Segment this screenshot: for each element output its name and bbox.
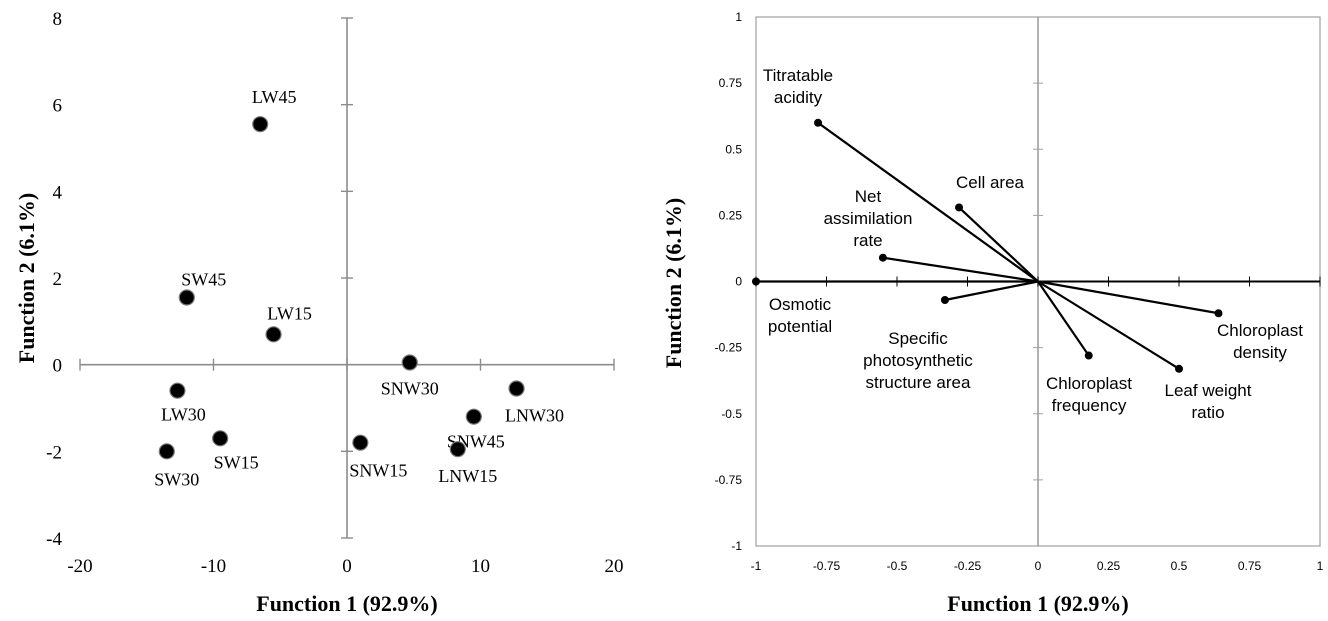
vector-label-leaf-weight: Leaf weight ratio <box>1165 381 1252 422</box>
y-tick-label: 8 <box>53 9 63 30</box>
x-tick-label: 0.25 <box>1097 559 1121 573</box>
y-tick-label: -1 <box>731 539 742 553</box>
y-tick-label: 1 <box>735 10 742 24</box>
data-point-lw30 <box>169 382 186 399</box>
vector-endpoint-net <box>878 253 887 262</box>
vector-endpoint-chloroplast <box>1084 351 1093 360</box>
vector-label-line: potential <box>768 317 832 336</box>
vector-label-line: assimilation <box>824 209 913 228</box>
vector-line-chloroplast <box>1037 280 1090 357</box>
y-tick-label: 2 <box>53 269 63 290</box>
y-tick-label: -0.25 <box>715 341 743 355</box>
y-tick-label: 0.25 <box>719 208 743 222</box>
point-label: LW45 <box>252 87 297 107</box>
x-tick-label: -10 <box>201 556 226 577</box>
data-point-sw30 <box>158 443 175 460</box>
y-tick-label: 0 <box>53 356 63 377</box>
x-tick-label: -1 <box>751 559 762 573</box>
x-tick-label: 0.5 <box>1171 559 1188 573</box>
vector-label-line: Leaf weight <box>1165 381 1252 400</box>
vector-line-chloroplast <box>1037 280 1219 315</box>
point-label: SW45 <box>181 270 226 290</box>
data-point-lw15 <box>265 326 282 343</box>
y-tick-label: -4 <box>46 529 62 550</box>
vector-label-specific: Specific photosynthetic structure area <box>863 329 973 392</box>
x-tick-label: -20 <box>67 556 92 577</box>
vector-endpoint-leaf-weight <box>1175 364 1183 373</box>
vector-label-line: rate <box>853 231 882 250</box>
vector-label-chloroplast: Chloroplast frequency <box>1046 374 1132 415</box>
vector-label-line: Net <box>855 187 882 206</box>
vector-line-cell-area <box>958 206 1039 283</box>
vector-label-line: Titratable <box>763 66 833 85</box>
vector-label-line: photosynthetic <box>863 351 973 370</box>
data-point-lnw15 <box>449 441 466 458</box>
vector-label-line: Osmotic <box>769 295 832 314</box>
x-tick-label: 10 <box>471 556 490 577</box>
vector-line-titratable <box>817 121 1039 283</box>
x-axis-title: Function 1 (92.9%) <box>947 591 1129 616</box>
vector-label-line: frequency <box>1052 396 1127 415</box>
point-label: LW30 <box>161 405 206 425</box>
x-axis-title: Function 1 (92.9%) <box>256 591 438 616</box>
vector-label-chloroplast: Chloroplast density <box>1217 321 1303 362</box>
vector-endpoint-specific <box>940 296 949 305</box>
y-tick-label: 0.75 <box>719 76 743 90</box>
vector-line-net <box>882 256 1039 283</box>
y-axis-title: Function 2 (6.1%) <box>14 193 39 364</box>
y-tick-label: 6 <box>53 96 63 117</box>
y-tick-label: -0.75 <box>715 473 743 487</box>
vector-label-line: ratio <box>1191 403 1224 422</box>
x-tick-label: -0.25 <box>954 559 982 573</box>
point-label: LNW30 <box>505 406 564 426</box>
x-tick-label: 0.75 <box>1238 559 1262 573</box>
loading-plot: -1 -0.75 -0.5 -0.25 0 0.25 0.5 0.75 1 -1 -0.75 -0.5… <box>661 10 1324 616</box>
vector-endpoint-cell-area <box>955 203 964 212</box>
vector-line-leaf-weight <box>1037 280 1180 370</box>
x-tick-label: 1 <box>1317 559 1324 573</box>
vector-label-line: density <box>1233 343 1287 362</box>
vector-label-line: Specific <box>888 329 948 348</box>
point-label: LW15 <box>267 303 312 323</box>
vector-endpoint-osmotic <box>752 277 760 286</box>
data-point-sw45 <box>178 289 195 306</box>
x-tick-label: 0 <box>342 556 352 577</box>
y-tick-label: 0 <box>735 275 742 289</box>
x-tick-label: 20 <box>605 556 624 577</box>
vector-line-specific <box>944 280 1039 302</box>
vector-label-osmotic: Osmotic potential <box>768 295 832 336</box>
vector-endpoint-chloroplast <box>1214 309 1223 318</box>
vector-label-line: Chloroplast <box>1217 321 1303 340</box>
vector-label-titratable: Titratable acidity <box>763 66 833 107</box>
data-point-snw45 <box>465 408 482 425</box>
point-label: SW30 <box>154 469 199 489</box>
data-point-sw15 <box>212 430 229 447</box>
vector-label-line: Cell area <box>956 173 1025 192</box>
point-label: SNW15 <box>349 461 407 481</box>
point-label: SNW30 <box>381 379 439 399</box>
data-point-snw15 <box>352 434 369 451</box>
y-tick-label: 0.5 <box>725 142 742 156</box>
point-label: LNW15 <box>438 466 497 486</box>
data-point-lnw30 <box>508 380 525 397</box>
data-point-snw30 <box>401 354 418 371</box>
vector-endpoint-titratable <box>814 118 823 127</box>
y-tick-label: -2 <box>46 442 62 463</box>
y-axis-title: Function 2 (6.1%) <box>661 198 686 369</box>
vector-label-net: Net assimilation rate <box>824 187 913 250</box>
vector-label-cell-area: Cell area <box>956 173 1025 192</box>
x-tick-label: -0.5 <box>887 559 908 573</box>
vector-label-line: acidity <box>774 88 823 107</box>
y-tick-label: 4 <box>53 182 63 203</box>
x-tick-label: 0 <box>1035 559 1042 573</box>
point-label: SW15 <box>214 452 259 472</box>
vector-label-line: structure area <box>866 373 971 392</box>
x-tick-label: -0.75 <box>813 559 841 573</box>
data-point-lw45 <box>252 116 269 133</box>
y-tick-label: -0.5 <box>721 407 742 421</box>
vector-label-line: Chloroplast <box>1046 374 1132 393</box>
